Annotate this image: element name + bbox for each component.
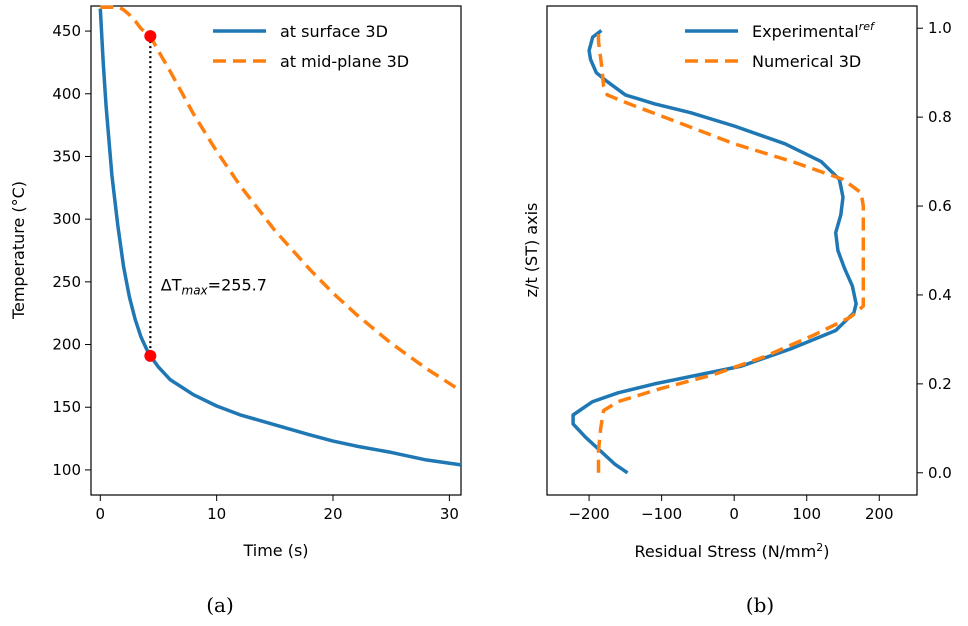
panel-a-x-tick-label: 20: [323, 505, 342, 523]
panel-b-y-ticks: 0.0 0.2 0.4 0.6 0.8 1.0: [917, 19, 952, 482]
panel-a-x-tick-label: 0: [96, 505, 106, 523]
panel-b-series: [571, 28, 866, 475]
panel-b-x-ticks: −200 −100 0 100 200: [568, 495, 894, 523]
panel-b-x-tick-label: −200: [568, 505, 609, 523]
panel-b-chart: 0.0 0.2 0.4 0.6 0.8 1.0 −200 −100 0 100 200 Exper…: [522, 5, 952, 617]
panel-a-y-tick-label: 150: [52, 398, 81, 416]
panel-b-y-tick-label: 0.0: [928, 464, 952, 482]
panel-b-legend: Experimentalref Numerical 3D: [685, 20, 876, 71]
panel-b-y-tick-label: 1.0: [928, 19, 952, 37]
panel-a-y-tick-label: 350: [52, 147, 81, 165]
panel-b-legend-label: Experimentalref: [752, 20, 876, 41]
panel-a-x-ticks: 0 10 20 30: [96, 495, 459, 523]
caption-a: (a): [206, 593, 234, 617]
caption-b: (b): [746, 593, 774, 617]
panel-a-legend-label: at surface 3D: [280, 22, 388, 41]
panel-b-y-tick-label: 0.2: [928, 375, 952, 393]
panel-a-delta-annotation: ΔTmax=255.7: [161, 276, 267, 298]
panel-a-chart: 100 150 200 250 300 350 400 450 0 10 20 30 at surf…: [9, 5, 462, 617]
panel-b-x-tick-label: −100: [641, 505, 682, 523]
panel-a-x-axis-label: Time (s): [242, 541, 308, 560]
panel-b-x-axis-label: Residual Stress (N/mm2): [635, 541, 830, 561]
panel-a-y-axis-label: Temperature (°C): [9, 181, 28, 320]
panel-a-plot-frame: [90, 5, 462, 496]
panel-b-x-tick-label: 0: [729, 505, 739, 523]
panel-b-series-line-1: [596, 28, 866, 473]
panel-b-y-tick-label: 0.6: [928, 197, 952, 215]
panel-a-legend: at surface 3D at mid-plane 3D: [213, 22, 409, 71]
panel-a-legend-label: at mid-plane 3D: [280, 52, 409, 71]
panel-b-y-tick-label: 0.4: [928, 286, 952, 304]
panel-a-x-tick-label: 10: [207, 505, 226, 523]
panel-b-legend-label: Numerical 3D: [752, 52, 861, 71]
panel-a-marker-point: [144, 30, 157, 43]
panel-a-series-line-1: [100, 5, 462, 393]
panel-a-marker-point: [144, 349, 157, 362]
panel-a-series-line-0: [98, 8, 462, 467]
panel-b-series-line-0: [571, 29, 858, 475]
panel-b-x-tick-label: 100: [792, 505, 821, 523]
panel-a-y-ticks: 100 150 200 250 300 350 400 450: [52, 22, 91, 479]
panel-a-y-tick-label: 100: [52, 461, 81, 479]
panel-a-y-tick-label: 300: [52, 210, 81, 228]
panel-a-y-tick-label: 200: [52, 336, 81, 354]
panel-a-y-tick-label: 400: [52, 85, 81, 103]
panel-b-x-tick-label: 200: [865, 505, 894, 523]
panel-a-y-tick-label: 450: [52, 22, 81, 40]
panel-a-x-tick-label: 30: [440, 505, 459, 523]
panel-b-y-axis-label: z/t (ST) axis: [522, 203, 541, 298]
panel-b-plot-frame: [546, 5, 918, 496]
panel-a-y-tick-label: 250: [52, 273, 81, 291]
panel-a-series: [98, 5, 462, 467]
panel-b-y-tick-label: 0.8: [928, 108, 952, 126]
